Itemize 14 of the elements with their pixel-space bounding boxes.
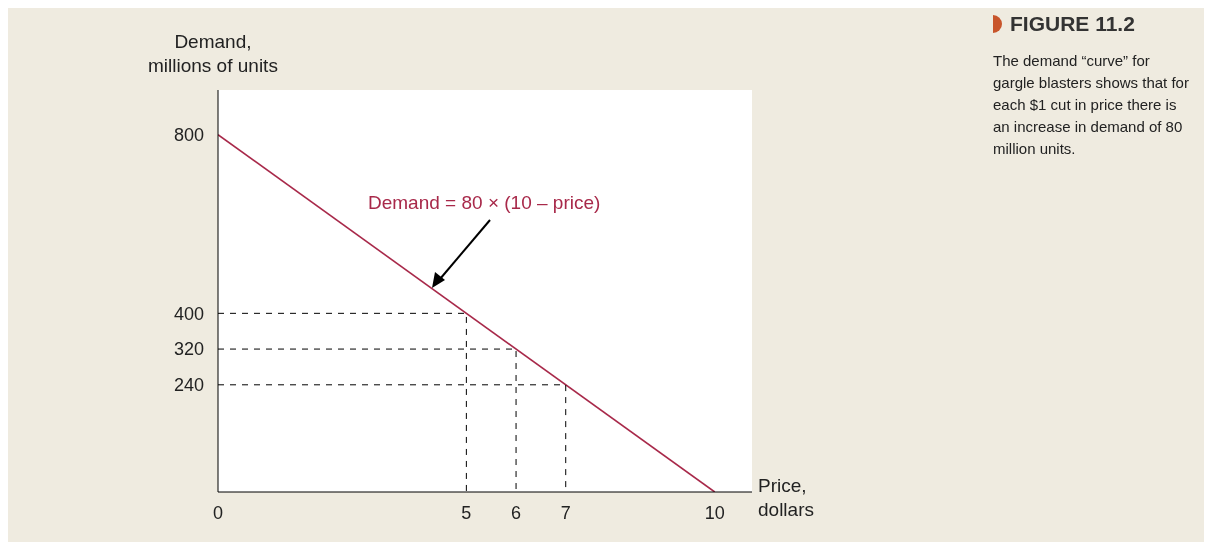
x-tick-label: 6 xyxy=(511,502,522,523)
text: FIGURE 11.2 xyxy=(1010,12,1135,36)
y-tick-label: 320 xyxy=(173,339,204,360)
x-tick-label: 7 xyxy=(560,502,571,523)
x-tick-label: 5 xyxy=(461,502,472,523)
x-axis-title: Price, dollars xyxy=(758,474,814,522)
annotation: Demand = 80 × (10 – price) xyxy=(368,192,601,214)
y-tick-label: 240 xyxy=(173,375,204,396)
text: The demand “curve” for gargle blasters shows that for each $1 cut in price there is an increase in demand of 80 million units. xyxy=(993,51,1190,159)
y-axis-title: Demand, millions of units xyxy=(148,30,278,78)
y-tick-label: 800 xyxy=(173,125,204,146)
y-tick-label: 400 xyxy=(173,303,204,324)
x-tick-label: 0 xyxy=(212,502,224,523)
x-tick-label: 10 xyxy=(704,502,725,523)
